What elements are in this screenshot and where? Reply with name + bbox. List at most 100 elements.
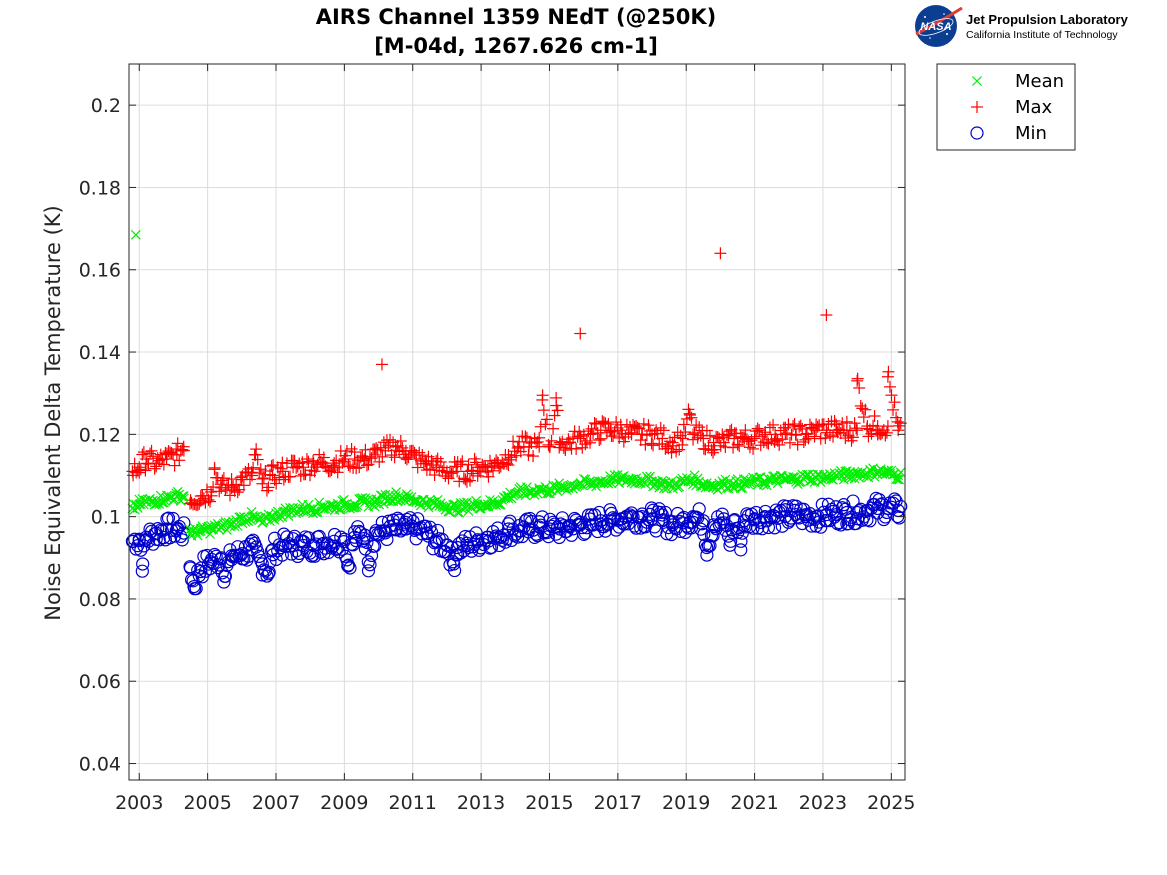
mean-marker [657,475,668,486]
mean-point [226,519,237,530]
max-marker [139,464,152,477]
y-tick-labels: 0.04 0.06 0.08 0.1 0.12 0.14 0.16 0.18 0.2 [79,95,121,775]
max-marker [503,453,516,466]
min-point [645,512,659,526]
max-marker [714,439,727,452]
max-marker [628,420,641,433]
mean-point [462,501,473,512]
y-tick-label: 0.14 [79,342,121,364]
min-marker [212,558,226,572]
max-marker [433,464,446,477]
min-point [758,510,772,524]
max-point [687,428,700,441]
max-marker [836,417,849,430]
max-marker [657,424,670,437]
max-point [348,453,361,466]
min-point [768,510,782,524]
max-marker [780,427,793,440]
max-point [150,457,163,470]
min-point [194,561,208,575]
min-point [624,510,639,524]
max-point [235,473,248,486]
max-marker [887,403,900,416]
mean-point [636,474,647,485]
min-point [553,522,567,536]
max-point [840,424,853,437]
mean-point [431,499,442,510]
legend-marker-min [970,126,984,140]
axis-ticks [129,64,905,780]
min-point [717,516,731,530]
min-point [737,514,751,528]
max-marker [331,466,344,479]
max-marker [265,460,278,473]
max-marker [673,443,686,456]
max-marker [879,429,892,442]
mean-marker [540,481,551,492]
min-marker [735,526,749,540]
max-marker [747,442,760,455]
max-marker [470,456,483,469]
max-point [851,424,864,437]
legend-label-mean: Mean [1015,71,1064,92]
min-marker [217,575,231,589]
mean-point [893,470,904,481]
max-marker [445,467,458,480]
max-marker [571,430,584,443]
legend-marker-max [971,101,983,113]
max-marker [277,473,290,486]
max-marker [873,427,886,440]
chart-title-line-2: [M-04d, 1267.626 cm-1] [374,34,658,58]
max-marker [551,404,564,417]
mean-point [852,468,863,479]
mean-point [749,476,760,487]
legend-label-max: Max [1015,97,1053,118]
max-point [605,424,618,437]
max-marker [273,471,286,484]
x-tick-label: 2007 [252,792,300,814]
max-point [533,440,546,453]
mean-point [318,501,329,512]
min-point [306,538,321,553]
jpl-org-subtitle: California Institute of Technology [966,29,1118,41]
max-marker [230,478,243,491]
mean-point [872,466,883,477]
max-marker [754,439,767,452]
mean-marker [232,521,243,531]
mean-marker [885,469,895,479]
min-point [262,565,276,579]
min-point [337,532,351,546]
max-marker [416,449,429,462]
min-marker [161,511,176,525]
mean-point [185,528,196,539]
mean-marker [349,502,360,513]
max-point [246,469,259,482]
max-point [881,370,894,383]
max-marker [731,438,744,451]
max-marker [783,436,796,449]
max-marker [859,403,872,416]
max-marker [237,479,250,492]
mean-marker [705,480,715,491]
mean-marker [728,482,738,493]
min-point [224,549,239,563]
min-point [187,579,201,594]
max-marker [548,409,561,422]
max-marker [819,432,832,445]
min-marker [137,539,151,553]
mean-point [339,499,350,510]
max-marker [559,444,572,457]
mean-point [718,478,729,489]
mean-point [277,507,288,518]
max-point [379,444,392,457]
max-marker [242,462,255,475]
max-marker [668,431,681,444]
max-point [140,453,153,466]
max-marker [280,457,293,470]
max-marker [463,474,476,487]
min-marker [341,558,356,572]
min-marker [284,547,299,561]
min-marker [700,548,714,562]
max-marker [502,459,515,472]
min-point [573,518,587,532]
